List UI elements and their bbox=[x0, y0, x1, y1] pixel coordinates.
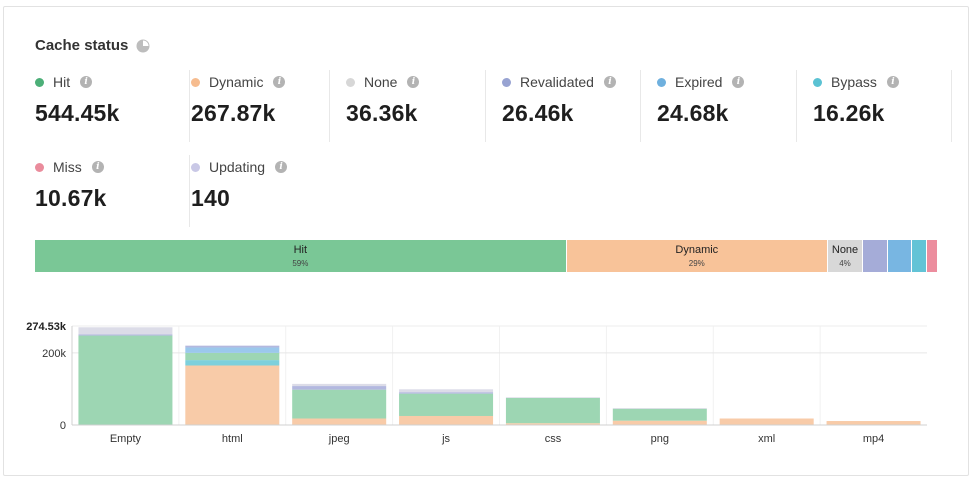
card-header: Cache status bbox=[35, 37, 150, 54]
bar-segment-dynamic bbox=[399, 415, 494, 425]
stat-label: Hit bbox=[53, 74, 71, 90]
dynamic-dot-icon bbox=[191, 77, 200, 87]
x-tick-label: png bbox=[651, 433, 669, 445]
stat-updating: Updating i 140 bbox=[175, 155, 330, 227]
bar-segment-expired bbox=[185, 347, 280, 353]
stat-value: 544.45k bbox=[35, 100, 120, 126]
x-tick-label: jpeg bbox=[328, 433, 350, 445]
miss-dot-icon bbox=[35, 162, 44, 172]
info-icon[interactable]: i bbox=[273, 76, 286, 88]
stat-miss: Miss i 10.67k bbox=[35, 155, 190, 227]
x-tick-label: css bbox=[545, 433, 562, 445]
bar-segment-dynamic bbox=[719, 418, 814, 425]
bar-segment-dynamic bbox=[292, 418, 387, 425]
stat-value: 267.87k bbox=[191, 100, 276, 126]
segment-dynamic[interactable]: Dynamic 29% bbox=[566, 240, 828, 272]
y-tick-label: 0 bbox=[60, 420, 66, 432]
x-tick-label: mp4 bbox=[863, 433, 884, 445]
info-icon[interactable]: i bbox=[407, 76, 420, 88]
bar-segment-none bbox=[505, 397, 600, 398]
stat-value: 16.26k bbox=[813, 100, 885, 126]
bar-segment-none bbox=[612, 408, 707, 409]
bar-segment-hit bbox=[399, 393, 494, 416]
info-icon[interactable]: i bbox=[80, 76, 93, 88]
bar-segment-none bbox=[399, 389, 494, 393]
x-tick-label: js bbox=[441, 433, 450, 445]
stat-label: Bypass bbox=[831, 74, 877, 90]
stat-expired: Expired i 24.68k bbox=[641, 70, 797, 142]
segment-expired[interactable] bbox=[888, 240, 912, 272]
none-dot-icon bbox=[346, 77, 355, 87]
bar-segment-revalidated bbox=[78, 334, 173, 336]
info-icon[interactable]: i bbox=[91, 161, 104, 173]
bar-segment-none bbox=[292, 383, 387, 387]
bar-segment-revalidated bbox=[292, 386, 387, 390]
x-tick-label: Empty bbox=[110, 433, 142, 445]
stat-label: Updating bbox=[209, 159, 266, 175]
bar-segment-revalidated bbox=[185, 345, 280, 348]
info-icon[interactable]: i bbox=[886, 76, 899, 88]
stat-bypass: Bypass i 16.26k bbox=[797, 70, 952, 142]
segment-percent: 29% bbox=[688, 259, 705, 268]
segment-bypass[interactable] bbox=[911, 240, 928, 272]
bar-segment-dynamic bbox=[505, 423, 600, 425]
stat-value: 24.68k bbox=[657, 100, 729, 126]
info-icon[interactable]: i bbox=[603, 76, 616, 88]
y-tick-label: 200k bbox=[42, 348, 66, 360]
stat-label: Revalidated bbox=[520, 74, 594, 90]
bar-segment-hit bbox=[292, 389, 387, 419]
bar-segment-revalidated bbox=[399, 392, 494, 394]
info-icon[interactable]: i bbox=[275, 161, 288, 173]
y-max-label: 274.53k bbox=[26, 321, 67, 333]
bar-segment-hit bbox=[78, 335, 173, 425]
stat-label: Miss bbox=[53, 159, 82, 175]
bar-segment-hit bbox=[612, 408, 707, 421]
stat-hit: Hit i 544.45k bbox=[35, 70, 190, 142]
pie-chart-icon[interactable] bbox=[136, 39, 150, 53]
bar-segment-none bbox=[78, 327, 173, 335]
bar-segment-dynamic bbox=[612, 420, 707, 425]
segment-miss[interactable] bbox=[927, 240, 937, 272]
expired-dot-icon bbox=[657, 77, 666, 87]
stat-none: None i 36.36k bbox=[330, 70, 486, 142]
segment-percent: 4% bbox=[839, 259, 851, 268]
bar-segment-hit bbox=[505, 397, 600, 424]
stat-label: None bbox=[364, 74, 398, 90]
bar-segment-dynamic bbox=[185, 365, 280, 425]
updating-dot-icon bbox=[191, 162, 200, 172]
info-icon[interactable]: i bbox=[732, 76, 745, 88]
bypass-dot-icon bbox=[813, 77, 822, 87]
revalidated-dot-icon bbox=[502, 77, 511, 87]
segment-none[interactable]: None 4% bbox=[827, 240, 864, 272]
segment-name: Dynamic bbox=[675, 244, 719, 256]
stat-revalidated: Revalidated i 26.46k bbox=[486, 70, 641, 142]
segment-percent: 59% bbox=[292, 259, 309, 268]
stat-label: Expired bbox=[675, 74, 723, 90]
bar-segment-dynamic bbox=[826, 421, 921, 425]
stat-value: 36.36k bbox=[346, 100, 418, 126]
bar-segment-bypass bbox=[185, 360, 280, 366]
segment-revalidated[interactable] bbox=[863, 240, 889, 272]
stat-value: 140 bbox=[191, 185, 230, 211]
content-type-bar-chart: 200k 0 274.53k Empty html jpeg js css png xml mp4 bbox=[26, 321, 927, 445]
x-tick-label: xml bbox=[758, 433, 775, 445]
stat-label: Dynamic bbox=[209, 74, 264, 90]
bar-segment-hit bbox=[185, 352, 280, 361]
x-tick-label: html bbox=[222, 433, 243, 445]
segment-hit[interactable]: Hit 59% bbox=[35, 240, 567, 272]
card-title: Cache status bbox=[35, 37, 129, 54]
segment-name: Hit bbox=[293, 244, 308, 256]
stat-dynamic: Dynamic i 267.87k bbox=[175, 70, 330, 142]
segment-name: None bbox=[831, 244, 859, 256]
cache-distribution-bar: Hit 59% Dynamic 29% None 4% bbox=[35, 240, 937, 272]
stat-value: 10.67k bbox=[35, 185, 107, 211]
hit-dot-icon bbox=[35, 77, 44, 87]
stat-value: 26.46k bbox=[502, 100, 574, 126]
